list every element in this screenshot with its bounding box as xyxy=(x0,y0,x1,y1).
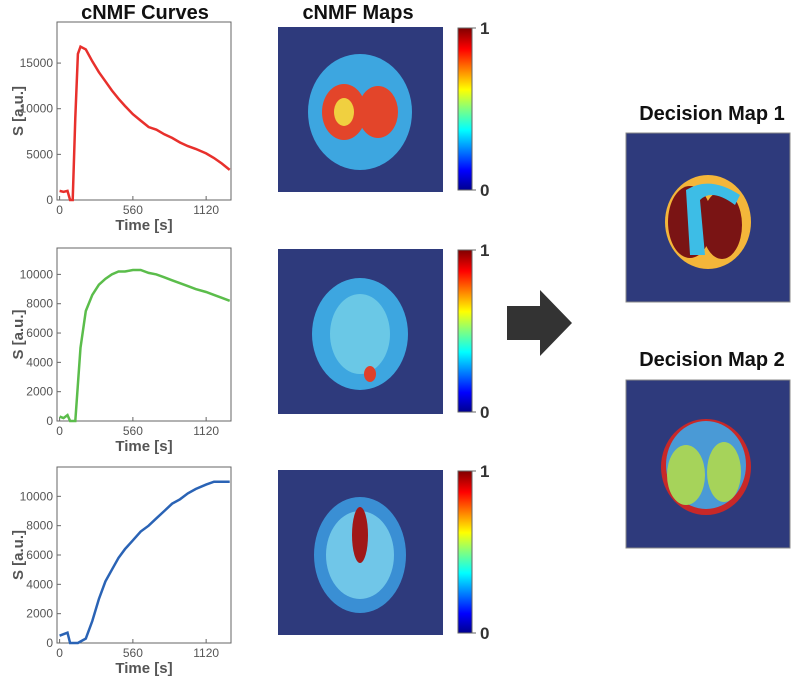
x-tick-label: 0 xyxy=(56,646,63,660)
colorbar-tick-label: 1 xyxy=(480,241,489,260)
x-tick-label: 1120 xyxy=(193,424,219,438)
map-region xyxy=(334,98,354,126)
column-title: cNMF Curves xyxy=(81,2,209,24)
series-line xyxy=(59,44,231,202)
y-tick-label: 0 xyxy=(46,636,53,650)
y-tick-label: 2000 xyxy=(26,385,53,399)
y-tick-label: 8000 xyxy=(26,519,53,533)
colorbar-tick-label: 0 xyxy=(480,181,489,200)
y-tick-label: 0 xyxy=(46,414,53,428)
y-tick-label: 10000 xyxy=(20,102,54,116)
x-axis-label: Time [s] xyxy=(115,217,172,234)
map-region xyxy=(352,507,368,563)
cnmf-map xyxy=(278,470,443,635)
map-region xyxy=(330,294,390,374)
plot-area xyxy=(56,21,232,201)
decision-map-title: Decision Map 1 xyxy=(639,103,785,125)
x-tick-label: 560 xyxy=(123,203,143,217)
x-tick-label: 0 xyxy=(56,424,63,438)
y-tick-label: 10000 xyxy=(20,267,54,281)
y-axis-label: S [a.u.] xyxy=(10,530,27,580)
x-axis-label: Time [s] xyxy=(115,660,172,677)
x-axis-label: Time [s] xyxy=(115,438,172,455)
x-tick-label: 1120 xyxy=(193,203,219,217)
series-line xyxy=(59,268,231,423)
y-tick-label: 2000 xyxy=(26,607,53,621)
colorbar xyxy=(457,249,473,413)
y-tick-label: 8000 xyxy=(26,297,53,311)
series-line xyxy=(59,480,230,645)
cnmf-map xyxy=(278,27,443,192)
plot-area xyxy=(56,247,232,422)
y-axis-label: S [a.u.] xyxy=(10,309,27,359)
x-tick-label: 560 xyxy=(123,424,143,438)
y-axis-label: S [a.u.] xyxy=(10,86,27,136)
plot-area xyxy=(56,466,232,644)
y-tick-label: 4000 xyxy=(26,577,53,591)
colorbar-tick-label: 1 xyxy=(480,19,489,38)
column-title: cNMF Maps xyxy=(302,2,413,24)
y-tick-label: 5000 xyxy=(26,147,53,161)
decision-map-2 xyxy=(625,379,791,549)
x-tick-label: 0 xyxy=(56,203,63,217)
arrow xyxy=(507,290,572,356)
y-tick-label: 4000 xyxy=(26,355,53,369)
colorbar-tick-label: 1 xyxy=(480,462,489,481)
decision-map-title: Decision Map 2 xyxy=(639,349,785,371)
x-tick-label: 560 xyxy=(123,646,143,660)
x-tick-label: 1120 xyxy=(193,646,219,660)
y-tick-label: 15000 xyxy=(20,56,54,70)
colorbar xyxy=(457,27,473,191)
y-tick-label: 10000 xyxy=(20,489,54,503)
decision-map-1 xyxy=(625,132,791,303)
cnmf-map xyxy=(278,249,443,414)
colorbar xyxy=(457,470,473,634)
colorbar-tick-label: 0 xyxy=(480,403,489,422)
colorbar-tick-label: 0 xyxy=(480,624,489,643)
y-tick-label: 0 xyxy=(46,193,53,207)
y-tick-label: 6000 xyxy=(26,548,53,562)
map-region xyxy=(358,86,398,138)
y-tick-label: 6000 xyxy=(26,326,53,340)
map-region xyxy=(364,366,376,382)
